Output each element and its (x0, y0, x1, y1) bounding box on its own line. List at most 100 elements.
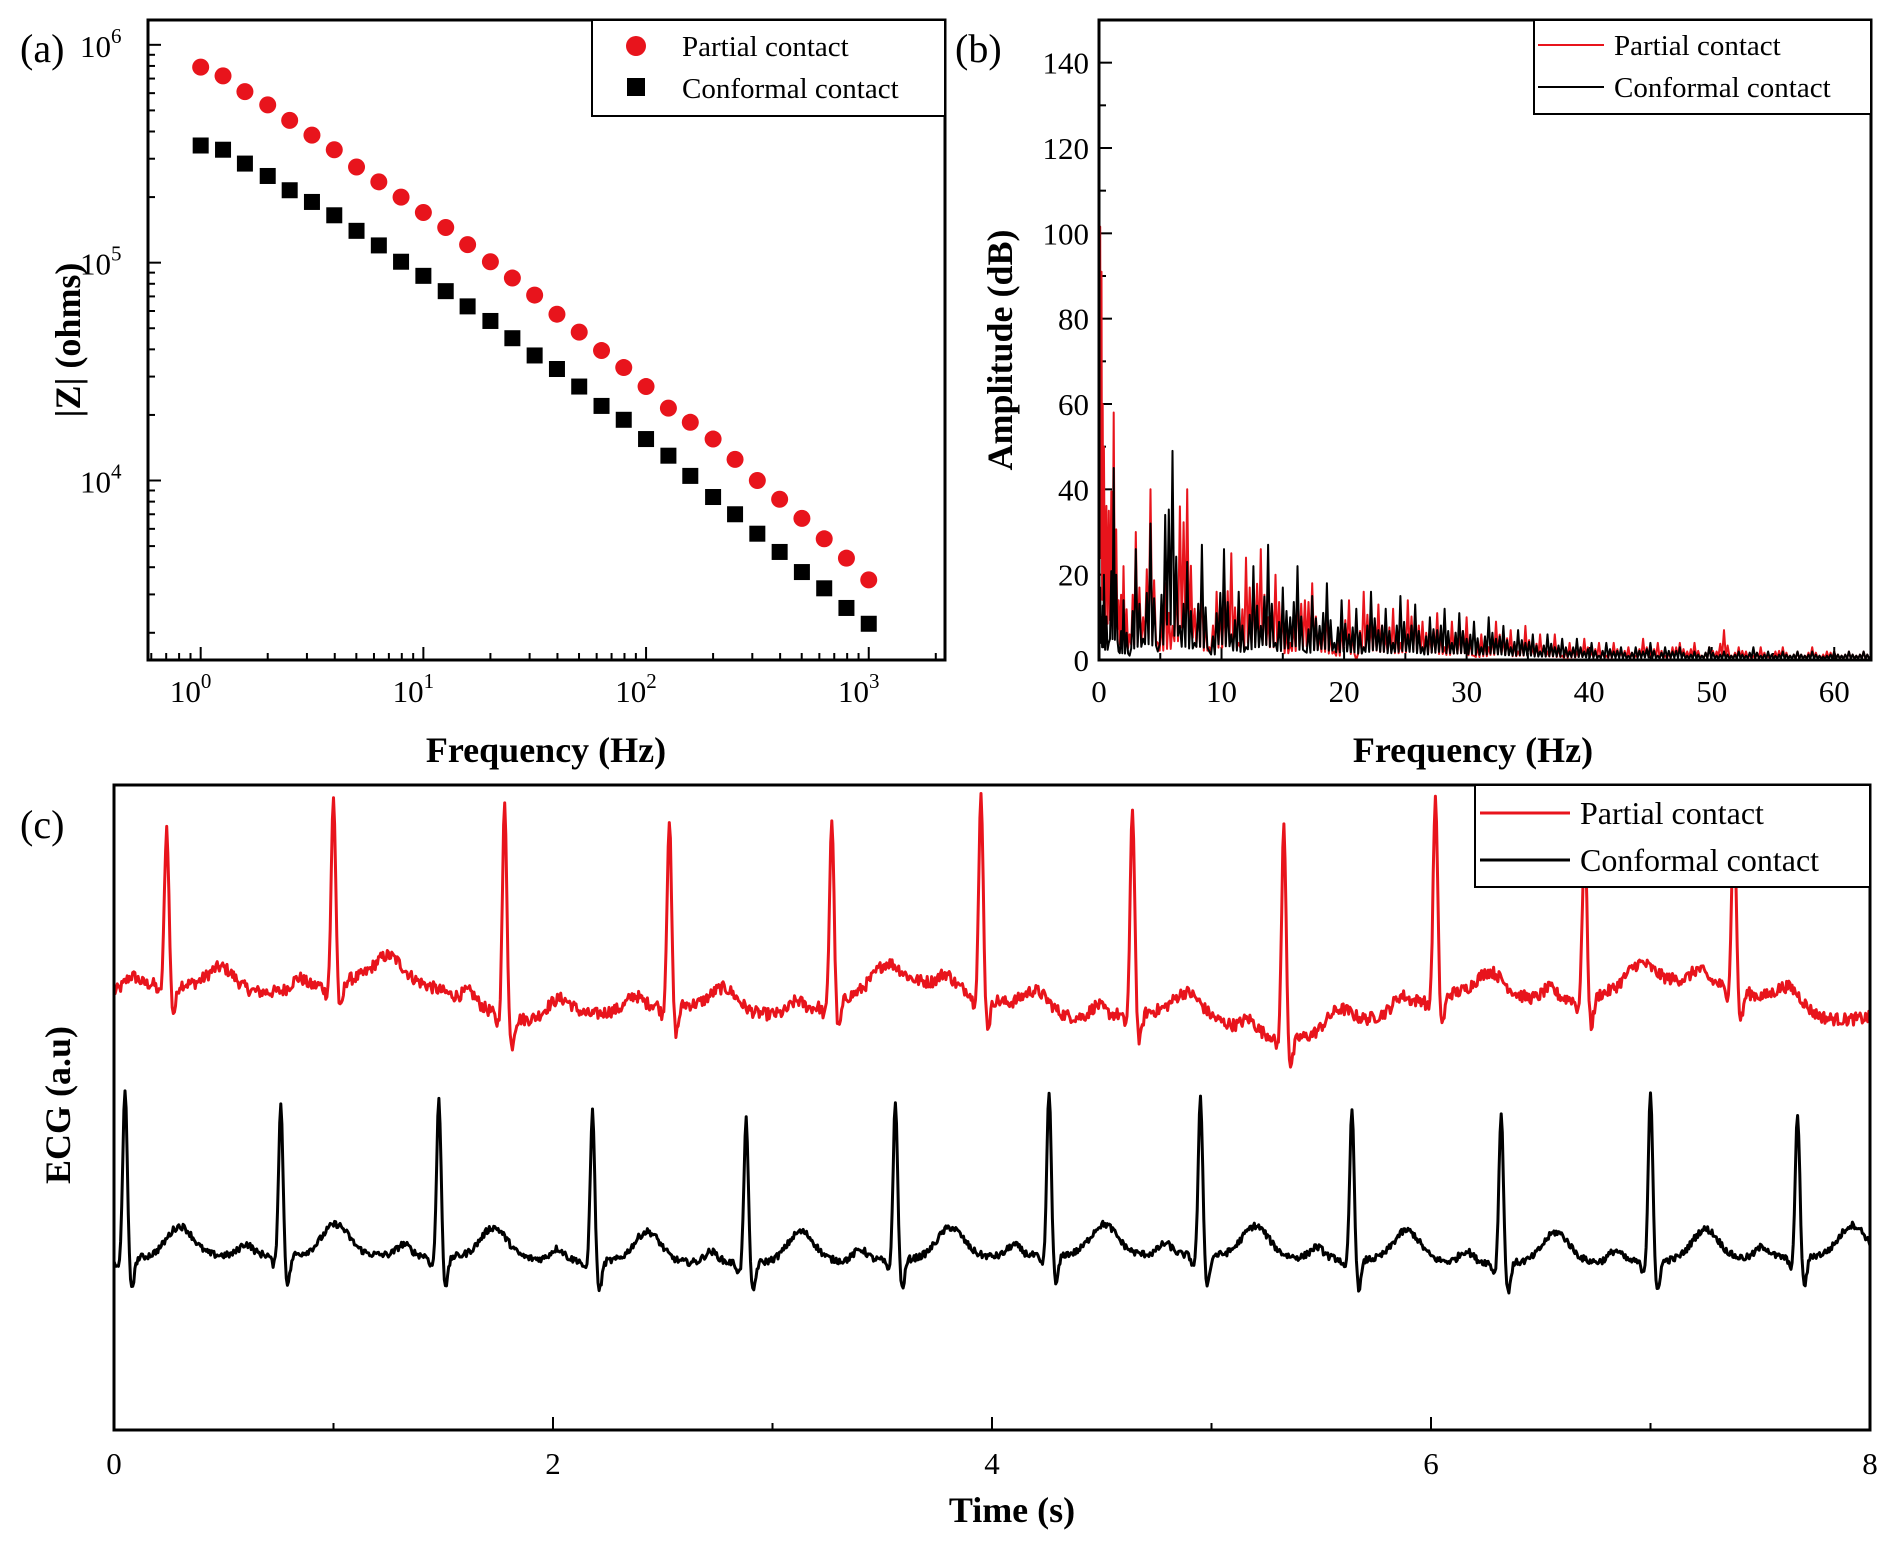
panel-a-point-partial (860, 571, 878, 589)
panel-c-ticks (113, 1417, 1871, 1430)
panel-a-y-axis-label: |Z| (ohms) (48, 263, 88, 418)
panel-a-y-tick-base: 10 (80, 29, 111, 64)
panel-c-series-partial (112, 792, 1872, 1069)
panel-a-y-tick-exponent: 5 (111, 242, 122, 266)
panel-c-x-tick-label: 0 (106, 1446, 122, 1481)
panel-c-x-tick-labels: 0 2 4 6 8 (106, 1446, 1878, 1481)
panel-a-x-tick-base: 10 (838, 674, 869, 709)
panel-b-y-tick-label: 0 (1074, 643, 1090, 678)
panel-a-label: (a) (20, 26, 64, 71)
panel-b-y-tick-label: 80 (1058, 302, 1089, 337)
panel-b-x-tick-label: 40 (1574, 674, 1605, 709)
panel-a-x-tick-label: 102 (615, 669, 657, 709)
panel-c-series-conformal (112, 1089, 1872, 1295)
panel-a-point-partial (459, 236, 477, 254)
panel-a-point-conformal (838, 599, 855, 616)
panel-a-y-tick-label: 106 (80, 24, 122, 64)
panel-a-point-partial (704, 430, 722, 448)
panel-a-x-tick-label: 100 (170, 669, 212, 709)
panel-b-series-partial (1098, 28, 1872, 661)
panel-b-legend-conformal: Conformal contact (1614, 72, 1831, 104)
panel-a-point-partial (236, 83, 254, 101)
panel-c-x-tick-label: 4 (984, 1446, 1000, 1481)
panel-a-point-partial (192, 58, 210, 76)
panel-b-y-tick-labels: 0 20 40 60 80 100 120 140 (1043, 46, 1090, 678)
panel-b-legend-partial: Partial contact (1614, 30, 1781, 62)
panel-a-x-tick-label: 103 (838, 669, 880, 709)
panel-a-point-partial (593, 342, 611, 360)
panel-a-point-conformal (705, 489, 722, 506)
panel-c-x-tick-label: 2 (545, 1446, 561, 1481)
panel-a-point-partial (281, 111, 299, 129)
panel-a-point-conformal (303, 193, 320, 210)
panel-a-legend-conformal: Conformal contact (682, 73, 899, 105)
panel-a-x-tick-base: 10 (615, 674, 646, 709)
panel-b-x-tick-label: 60 (1819, 674, 1850, 709)
panel-a-point-conformal (526, 347, 543, 364)
panel-a-point-partial (771, 490, 789, 508)
panel-a-legend-marker-conformal (627, 78, 645, 96)
panel-c-x-axis-label: Time (s) (949, 1490, 1075, 1530)
panel-b-lines (1098, 28, 1872, 661)
panel-a-point-conformal (860, 615, 877, 632)
panel-a-point-conformal (259, 167, 276, 184)
panel-a-x-axis-label: Frequency (Hz) (426, 730, 666, 770)
panel-a-point-conformal (593, 397, 610, 414)
panel-a-point-conformal (348, 222, 365, 239)
panel-a-point-partial (526, 286, 544, 304)
panel-a-point-conformal (816, 580, 833, 597)
panel-a-frame (146, 18, 947, 662)
panel-c-x-tick-label: 6 (1423, 1446, 1439, 1481)
panel-a-point-conformal (437, 283, 454, 300)
panel-b-y-tick-label: 40 (1058, 472, 1089, 507)
panel-a-point-conformal (571, 378, 588, 395)
panel-b-y-tick-label: 20 (1058, 558, 1089, 593)
panel-a-point-partial (325, 141, 343, 159)
panel-b: (b) 0 10 20 30 40 50 60 0 20 40 60 80 100 120 140 Fre… (955, 18, 1873, 770)
panel-b-y-tick-label: 140 (1043, 46, 1090, 81)
panel-a-x-tick-base: 10 (393, 674, 424, 709)
panel-a-x-tick-exponent: 1 (424, 669, 435, 693)
panel-a-point-partial (793, 509, 811, 527)
panel-a-point-conformal (749, 525, 766, 542)
panel-c-legend-conformal: Conformal contact (1580, 842, 1819, 878)
panel-c: (c) 0 2 4 6 8 Time (s) ECG (a.u) Partial con… (20, 783, 1878, 1530)
panel-a-point-partial (303, 126, 321, 144)
panel-a-point-conformal (793, 564, 810, 581)
panel-a-y-tick-label: 104 (80, 460, 122, 500)
panel-b-x-tick-label: 0 (1091, 674, 1107, 709)
panel-a-point-partial (748, 472, 766, 490)
panel-a-point-partial (659, 399, 677, 417)
panel-a-point-conformal (638, 431, 655, 448)
panel-a-legend-box (591, 19, 946, 117)
panel-a-x-tick-labels: 100 101 102 103 (170, 669, 880, 709)
panel-c-legend-box (1474, 784, 1871, 888)
panel-b-legend-box (1533, 19, 1872, 115)
panel-c-frame (112, 783, 1872, 1432)
panel-a-point-conformal (482, 312, 499, 329)
panel-a-point-partial (503, 269, 521, 287)
panel-a-point-partial (370, 173, 388, 191)
panel-a-point-partial (837, 549, 855, 567)
panel-a-point-conformal (615, 411, 632, 428)
panel-b-x-tick-label: 30 (1451, 674, 1482, 709)
panel-b-y-tick-label: 120 (1043, 131, 1090, 166)
panel-b-y-tick-label: 60 (1058, 387, 1089, 422)
panel-c-legend-partial: Partial contact (1580, 795, 1764, 831)
panel-a-point-conformal (548, 361, 565, 378)
panel-a-point-conformal (682, 467, 699, 484)
panel-c-y-axis-label: ECG (a.u) (38, 1026, 78, 1184)
panel-a-point-conformal (192, 137, 209, 154)
panel-a-point-partial (214, 67, 232, 85)
panel-a-y-tick-label: 105 (80, 242, 122, 282)
panel-b-x-tick-label: 10 (1206, 674, 1237, 709)
panel-b-series-conformal (1098, 449, 1872, 661)
panel-a-y-tick-exponent: 6 (111, 24, 122, 48)
panel-a-point-partial (259, 96, 277, 114)
panel-a-legend-marker-partial (626, 36, 646, 56)
panel-b-x-tick-label: 20 (1329, 674, 1360, 709)
panel-c-legend: Partial contact Conformal contact (1474, 784, 1871, 888)
